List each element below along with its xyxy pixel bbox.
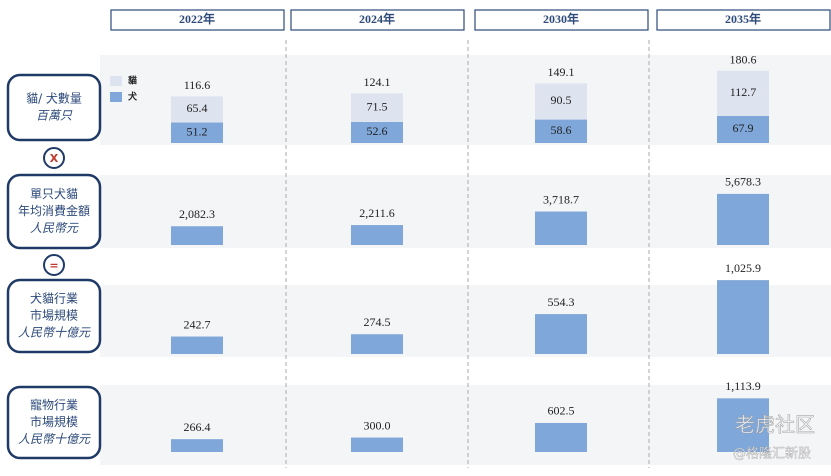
header-label: 2022年 <box>179 11 215 26</box>
bar-segment <box>171 122 223 143</box>
watermark-brand: 老虎社区 <box>735 413 815 437</box>
legend-swatch <box>110 92 122 102</box>
value-label: 602.5 <box>548 404 575 418</box>
row-title: 年均消費金額 <box>18 203 90 218</box>
row-title: 犬貓行業 <box>30 292 78 306</box>
bar-segment <box>171 96 223 123</box>
value-label: 5,678.3 <box>725 175 761 189</box>
bar <box>535 314 587 354</box>
bar <box>171 336 223 354</box>
total-label: 124.1 <box>364 75 391 89</box>
bar <box>351 225 403 245</box>
header-box <box>474 9 649 31</box>
row-label-box <box>6 73 102 142</box>
value-label: 90.5 <box>551 93 572 107</box>
bar-segment <box>351 121 403 143</box>
bar-segment <box>535 119 587 143</box>
bar <box>535 422 587 452</box>
bar-segment <box>717 115 769 143</box>
value-label: 58.6 <box>551 123 572 137</box>
value-label: 274.5 <box>364 315 391 329</box>
bar <box>171 226 223 245</box>
operator-circle <box>43 147 65 169</box>
value-label: 2,082.3 <box>179 207 215 221</box>
row-subtitle: 百萬只 <box>36 109 73 123</box>
bar <box>351 437 403 452</box>
total-label: 116.6 <box>184 78 211 92</box>
value-label: 1,113.9 <box>725 379 761 393</box>
value-label: 300.0 <box>364 418 391 432</box>
operator: X <box>50 152 59 165</box>
header-label: 2030年 <box>543 11 579 26</box>
row-title: 單只犬貓 <box>30 187 78 201</box>
legend-swatch <box>110 76 122 86</box>
row-title: 寵物行業 <box>30 397 78 412</box>
row-subtitle: 人民幣十億元 <box>18 326 91 340</box>
value-label: 65.4 <box>187 101 208 115</box>
header-label: 2024年 <box>359 11 395 26</box>
row-subtitle: 人民幣十億元 <box>18 432 91 446</box>
legend-label: 貓 <box>128 75 137 87</box>
row-title: 市場規模 <box>30 308 78 323</box>
header-box <box>110 9 285 31</box>
legend-label: 犬 <box>127 91 138 103</box>
row-label-box <box>6 385 102 460</box>
row-label-box <box>6 278 102 354</box>
value-label: 3,718.7 <box>543 192 579 206</box>
bar <box>535 211 587 245</box>
bar <box>717 193 769 245</box>
value-label: 67.9 <box>733 121 754 135</box>
value-label: 51.2 <box>187 125 208 139</box>
bar-segment <box>351 93 403 122</box>
value-label: 71.5 <box>367 99 388 113</box>
value-label: 2,211.6 <box>359 206 395 220</box>
bar <box>717 398 769 452</box>
value-label: 112.7 <box>730 85 757 99</box>
value-label: 52.6 <box>367 124 388 138</box>
bar-segment <box>535 83 587 120</box>
bar-segment <box>717 70 769 116</box>
operator: = <box>49 259 58 272</box>
row-label-box <box>6 173 102 250</box>
bar <box>351 334 403 354</box>
watermark-handle: @格隆汇新股 <box>733 446 811 462</box>
bar <box>717 280 769 354</box>
bar <box>171 439 223 452</box>
total-label: 180.6 <box>730 53 757 67</box>
row-title: 市場規模 <box>30 414 78 429</box>
header-box <box>290 9 465 31</box>
header-label: 2035年 <box>725 11 761 26</box>
value-label: 266.4 <box>184 420 211 434</box>
row-subtitle: 人民幣元 <box>30 221 79 235</box>
value-label: 554.3 <box>548 295 575 309</box>
row-title: 貓/ 犬數量 <box>26 92 82 106</box>
operator-circle <box>43 254 65 276</box>
total-label: 149.1 <box>548 65 575 79</box>
header-box <box>656 9 831 31</box>
value-label: 242.7 <box>184 317 211 331</box>
value-label: 1,025.9 <box>725 261 761 275</box>
